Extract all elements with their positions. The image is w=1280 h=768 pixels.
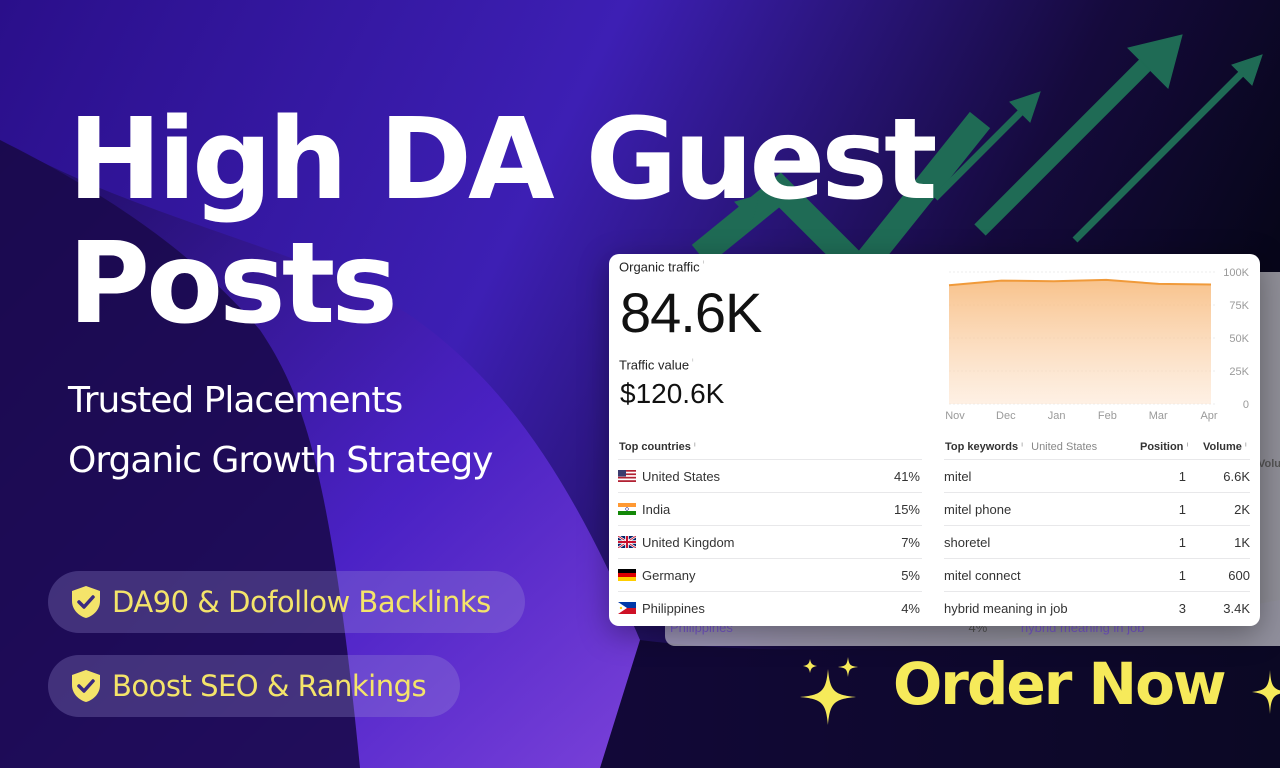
keyword-position: 3 [1178,600,1186,616]
y-tick-label: 75K [1229,300,1249,312]
position-header: Position ⁱ [1140,441,1189,453]
keyword-position: 1 [1178,468,1186,484]
country-share: 4% [901,600,920,616]
keyword-row: hybrid meaning in job 3 3.4K [944,591,1250,624]
badge-dofollow: DA90 & Dofollow Backlinks [48,571,525,633]
keyword-volume: 2K [1234,501,1250,517]
ghost-volume-header: Volu [1258,458,1280,470]
info-icon: ⁱ [702,259,705,268]
volume-header: Volume ⁱ [1203,441,1247,453]
shield-check-icon [72,670,100,702]
keyword-text: mitel phone [944,501,1012,517]
keyword-volume: 3.4K [1223,600,1250,616]
x-tick-label: Dec [996,410,1016,422]
country-name: Germany [642,567,696,583]
organic-traffic-value: 84.6K [620,281,762,344]
uk-flag-icon [618,536,636,548]
x-tick-label: Jan [1048,410,1066,422]
shield-check-icon [72,586,100,618]
country-share: 5% [901,567,920,583]
keyword-position: 1 [1178,567,1186,583]
ph-flag-icon [618,602,636,614]
y-tick-label: 100K [1223,267,1249,279]
subtitle-2: Organic Growth Strategy [68,440,493,481]
badge-dofollow-label: DA90 & Dofollow Backlinks [112,585,491,619]
keyword-row: mitel connect 1 600 [944,558,1250,591]
keyword-row: mitel phone 1 2K [944,492,1250,525]
y-tick-label: 25K [1229,366,1249,378]
traffic-value-label: Traffic value ⁱ [619,357,694,373]
keyword-text: hybrid meaning in job [944,600,1068,616]
series-line [948,278,1212,287]
subtitle-1: Trusted Placements [68,380,403,421]
traffic-value-amount: $120.6K [620,378,725,409]
keyword-row: shoretel 1 1K [944,525,1250,558]
headline: High DA Guest Posts [68,98,948,346]
x-tick-label: Mar [1149,410,1168,422]
de-flag-icon [618,569,636,581]
keyword-volume: 600 [1228,567,1250,583]
x-tick-label: Nov [945,410,965,422]
country-share: 41% [893,468,920,484]
top-countries-header: Top countries ⁱ [619,441,696,453]
y-tick-label: 0 [1243,399,1249,411]
headline-line-2: Posts [68,219,398,349]
country-share: 7% [901,534,920,550]
stats-card: Organic traffic ⁱ 84.6K Traffic value ⁱ $1… [609,254,1260,626]
traffic-chart: 100K 75K 50K 25K 0 Nov Dec Jan Feb Mar Apr [945,267,1249,422]
info-icon: ⁱ [692,357,694,366]
x-tick-label: Feb [1098,410,1117,422]
country-name: United States [642,468,721,484]
country-name: India [642,501,671,517]
country-row: United Kingdom 7% [618,525,922,558]
top-keywords-header: Top keywords ⁱ United States [945,441,1098,453]
growth-arrows-icon [691,34,1263,290]
keyword-volume: 6.6K [1223,468,1250,484]
badge-seo: Boost SEO & Rankings [48,655,460,717]
organic-traffic-label: Organic traffic ⁱ [619,259,705,275]
sparkle-icon [800,657,858,725]
country-row: India 15% [618,492,922,525]
us-flag-icon [618,470,636,482]
keyword-row: mitel 1 6.6K [944,459,1250,492]
headline-line-1: High DA Guest [68,95,937,225]
keyword-position: 1 [1178,534,1186,550]
x-tick-label: Apr [1200,410,1217,422]
country-row: Philippines 4% [618,591,922,624]
in-flag-icon [618,503,636,515]
country-name: United Kingdom [642,534,735,550]
order-now-button[interactable]: Order Now [893,650,1227,718]
keyword-text: shoretel [944,534,991,550]
keyword-position: 1 [1178,501,1186,517]
country-name: Philippines [642,600,705,616]
sparkle-icon [1252,670,1280,714]
keyword-volume: 1K [1234,534,1250,550]
badge-seo-label: Boost SEO & Rankings [112,669,427,703]
keyword-text: mitel [944,468,972,484]
series-area [949,279,1211,404]
country-share: 15% [893,501,920,517]
country-row: United States 41% [618,459,922,492]
y-tick-label: 50K [1229,333,1249,345]
country-row: Germany 5% [618,558,922,591]
keyword-text: mitel connect [944,567,1021,583]
